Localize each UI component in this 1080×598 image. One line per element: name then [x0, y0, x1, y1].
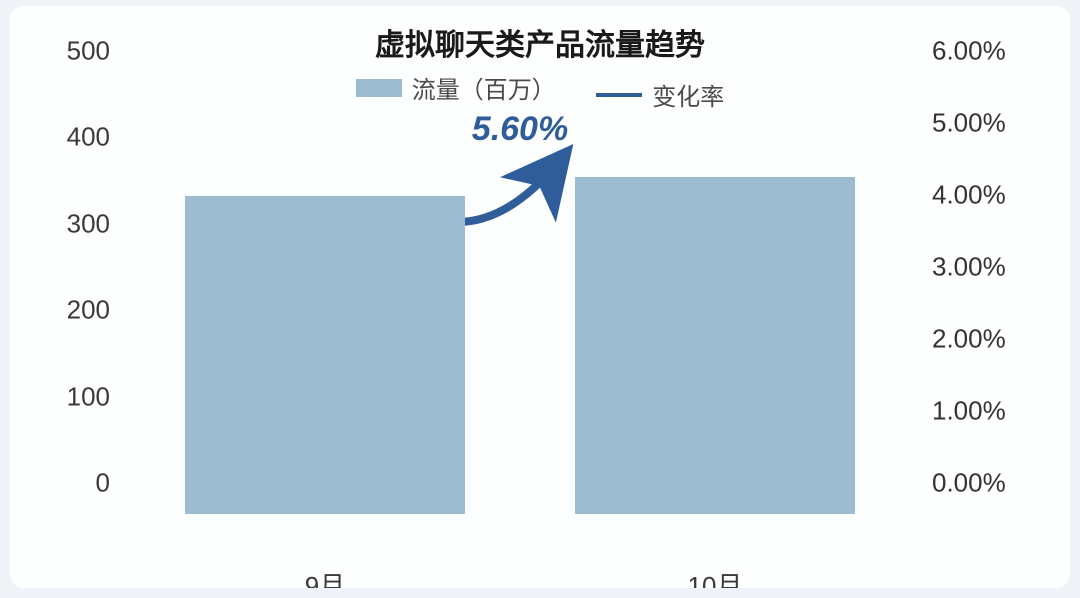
plot-area: 5.60% — [130, 82, 910, 514]
bar — [575, 177, 856, 514]
y-left-tick: 0 — [10, 468, 110, 499]
bar — [185, 196, 466, 514]
y-right-tick: 3.00% — [932, 252, 1070, 283]
chart-frame: 虚拟聊天类产品流量趋势 流量（百万） 变化率 0100200300400500 … — [10, 6, 1070, 588]
y-axis-left: 0100200300400500 — [10, 82, 122, 514]
x-tick: 10月 — [688, 566, 743, 588]
arrow-up-icon — [450, 144, 590, 234]
x-tick: 9月 — [305, 566, 345, 588]
y-axis-right: 0.00%1.00%2.00%3.00%4.00%5.00%6.00% — [920, 82, 1070, 514]
y-left-tick: 300 — [10, 208, 110, 239]
y-right-tick: 1.00% — [932, 396, 1070, 427]
y-right-tick: 2.00% — [932, 324, 1070, 355]
y-right-tick: 4.00% — [932, 180, 1070, 211]
y-left-tick: 200 — [10, 295, 110, 326]
y-left-tick: 500 — [10, 36, 110, 67]
y-right-tick: 0.00% — [932, 468, 1070, 499]
chart-title: 虚拟聊天类产品流量趋势 — [10, 20, 1070, 64]
y-left-tick: 400 — [10, 122, 110, 153]
y-right-tick: 5.00% — [932, 108, 1070, 139]
y-right-tick: 6.00% — [932, 36, 1070, 67]
y-left-tick: 100 — [10, 381, 110, 412]
